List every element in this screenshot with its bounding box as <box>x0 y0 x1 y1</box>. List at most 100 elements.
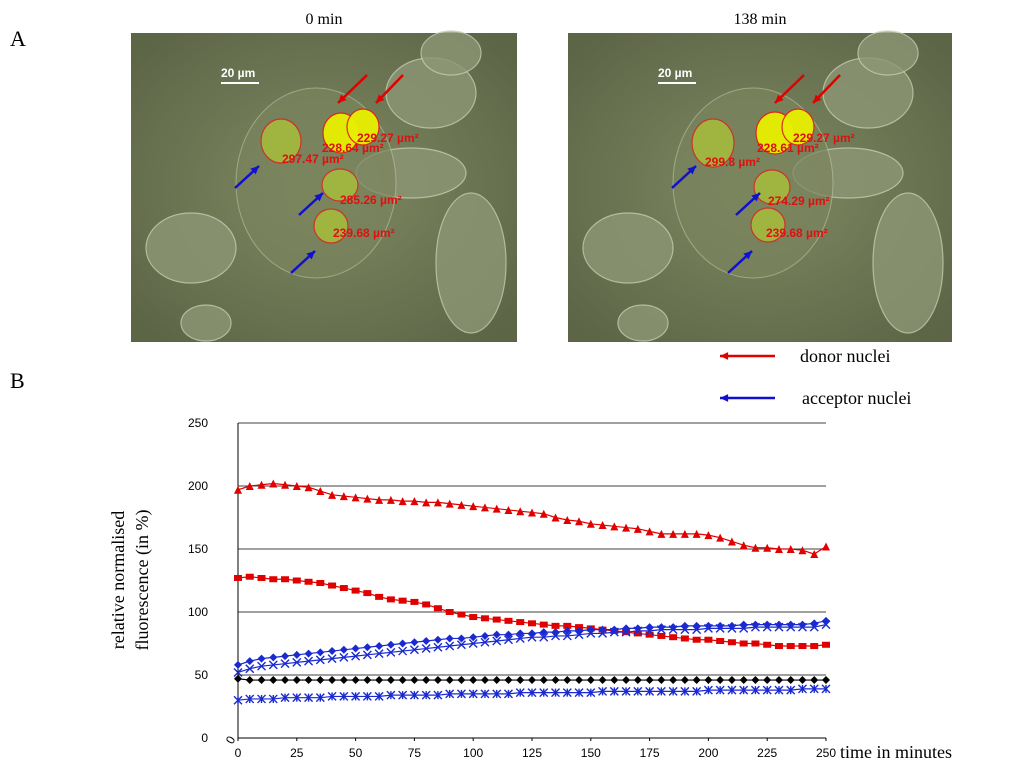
data-point <box>363 590 372 597</box>
data-point <box>822 641 830 648</box>
area-label: 229.27 µm² <box>793 131 855 145</box>
legend-label: acceptor nuclei <box>802 388 911 408</box>
data-point <box>669 529 678 538</box>
arrow-head <box>250 166 259 175</box>
data-point <box>351 691 361 701</box>
data-point <box>304 656 314 666</box>
data-point <box>716 676 725 685</box>
data-point <box>797 622 807 632</box>
data-point <box>727 623 737 633</box>
data-point <box>727 676 736 685</box>
x-tick-label: 200 <box>698 746 718 760</box>
data-point <box>304 693 314 703</box>
data-point <box>363 643 372 652</box>
data-point <box>327 691 337 701</box>
legend-label: donor nuclei <box>800 346 890 366</box>
data-point <box>786 685 796 695</box>
data-point <box>351 644 360 653</box>
x-tick-label: 100 <box>463 746 483 760</box>
data-point <box>539 509 548 518</box>
data-point <box>292 577 301 584</box>
data-point <box>328 647 337 656</box>
data-point <box>456 689 466 699</box>
data-point <box>798 676 807 685</box>
data-point <box>798 643 807 650</box>
data-point <box>492 504 501 513</box>
data-point <box>315 655 325 665</box>
data-point <box>398 676 407 685</box>
data-point <box>433 690 443 700</box>
data-point <box>492 676 501 685</box>
data-point <box>457 676 466 685</box>
data-point <box>563 516 572 525</box>
data-point <box>703 623 713 633</box>
cell <box>145 212 237 284</box>
data-point <box>422 498 431 507</box>
data-point <box>704 676 713 685</box>
data-point <box>516 619 525 626</box>
data-point <box>786 545 795 553</box>
data-point <box>810 550 819 559</box>
data-point <box>633 630 642 637</box>
cell <box>872 192 944 334</box>
data-point <box>445 609 454 615</box>
data-point <box>257 654 266 663</box>
data-point <box>622 676 631 685</box>
data-point <box>257 574 266 581</box>
data-point <box>692 636 701 643</box>
nucleus <box>753 169 791 205</box>
nucleus <box>691 118 735 168</box>
data-point <box>763 676 772 685</box>
data-point <box>657 676 666 685</box>
scale-bar-label: 20 µm <box>658 66 692 80</box>
data-point <box>386 647 396 657</box>
cell <box>420 30 482 76</box>
data-point <box>657 632 666 639</box>
data-point <box>398 497 407 506</box>
data-point <box>727 685 737 695</box>
data-point <box>504 676 513 685</box>
data-point <box>281 676 290 685</box>
y-tick-label: 100 <box>188 605 208 619</box>
data-point <box>574 630 584 640</box>
data-point <box>233 695 243 705</box>
data-point <box>375 642 384 651</box>
data-point <box>433 676 442 685</box>
data-point <box>410 676 419 685</box>
data-point <box>456 640 466 650</box>
data-point <box>269 576 278 583</box>
data-point <box>281 576 290 583</box>
y-axis-label: relative normalised <box>108 511 128 649</box>
data-point <box>810 676 819 685</box>
x-tick-label: 225 <box>757 746 777 760</box>
data-point <box>433 635 442 644</box>
series-line <box>237 482 827 555</box>
data-point <box>374 649 384 659</box>
data-point <box>739 676 748 685</box>
data-point <box>457 611 466 618</box>
data-point <box>316 580 325 587</box>
arrow-head <box>338 94 347 103</box>
data-point <box>316 648 325 657</box>
data-point <box>503 689 513 699</box>
data-point <box>704 531 713 540</box>
data-point <box>457 500 466 509</box>
area-label: 274.29 µm² <box>768 194 830 208</box>
data-point <box>586 628 596 638</box>
data-point <box>280 659 290 669</box>
data-point <box>386 676 395 685</box>
data-point <box>503 635 513 645</box>
data-point <box>269 676 278 685</box>
x-tick-label: 75 <box>408 746 422 760</box>
data-point <box>586 688 596 698</box>
data-point <box>680 676 689 685</box>
data-point <box>751 676 760 685</box>
data-point <box>234 574 242 581</box>
data-point <box>469 614 478 621</box>
data-point <box>469 502 478 511</box>
scale-bar-label: 20 µm <box>221 66 255 80</box>
data-point <box>492 636 502 646</box>
nucleus <box>321 168 359 202</box>
data-point <box>492 616 501 623</box>
data-point <box>562 631 572 641</box>
